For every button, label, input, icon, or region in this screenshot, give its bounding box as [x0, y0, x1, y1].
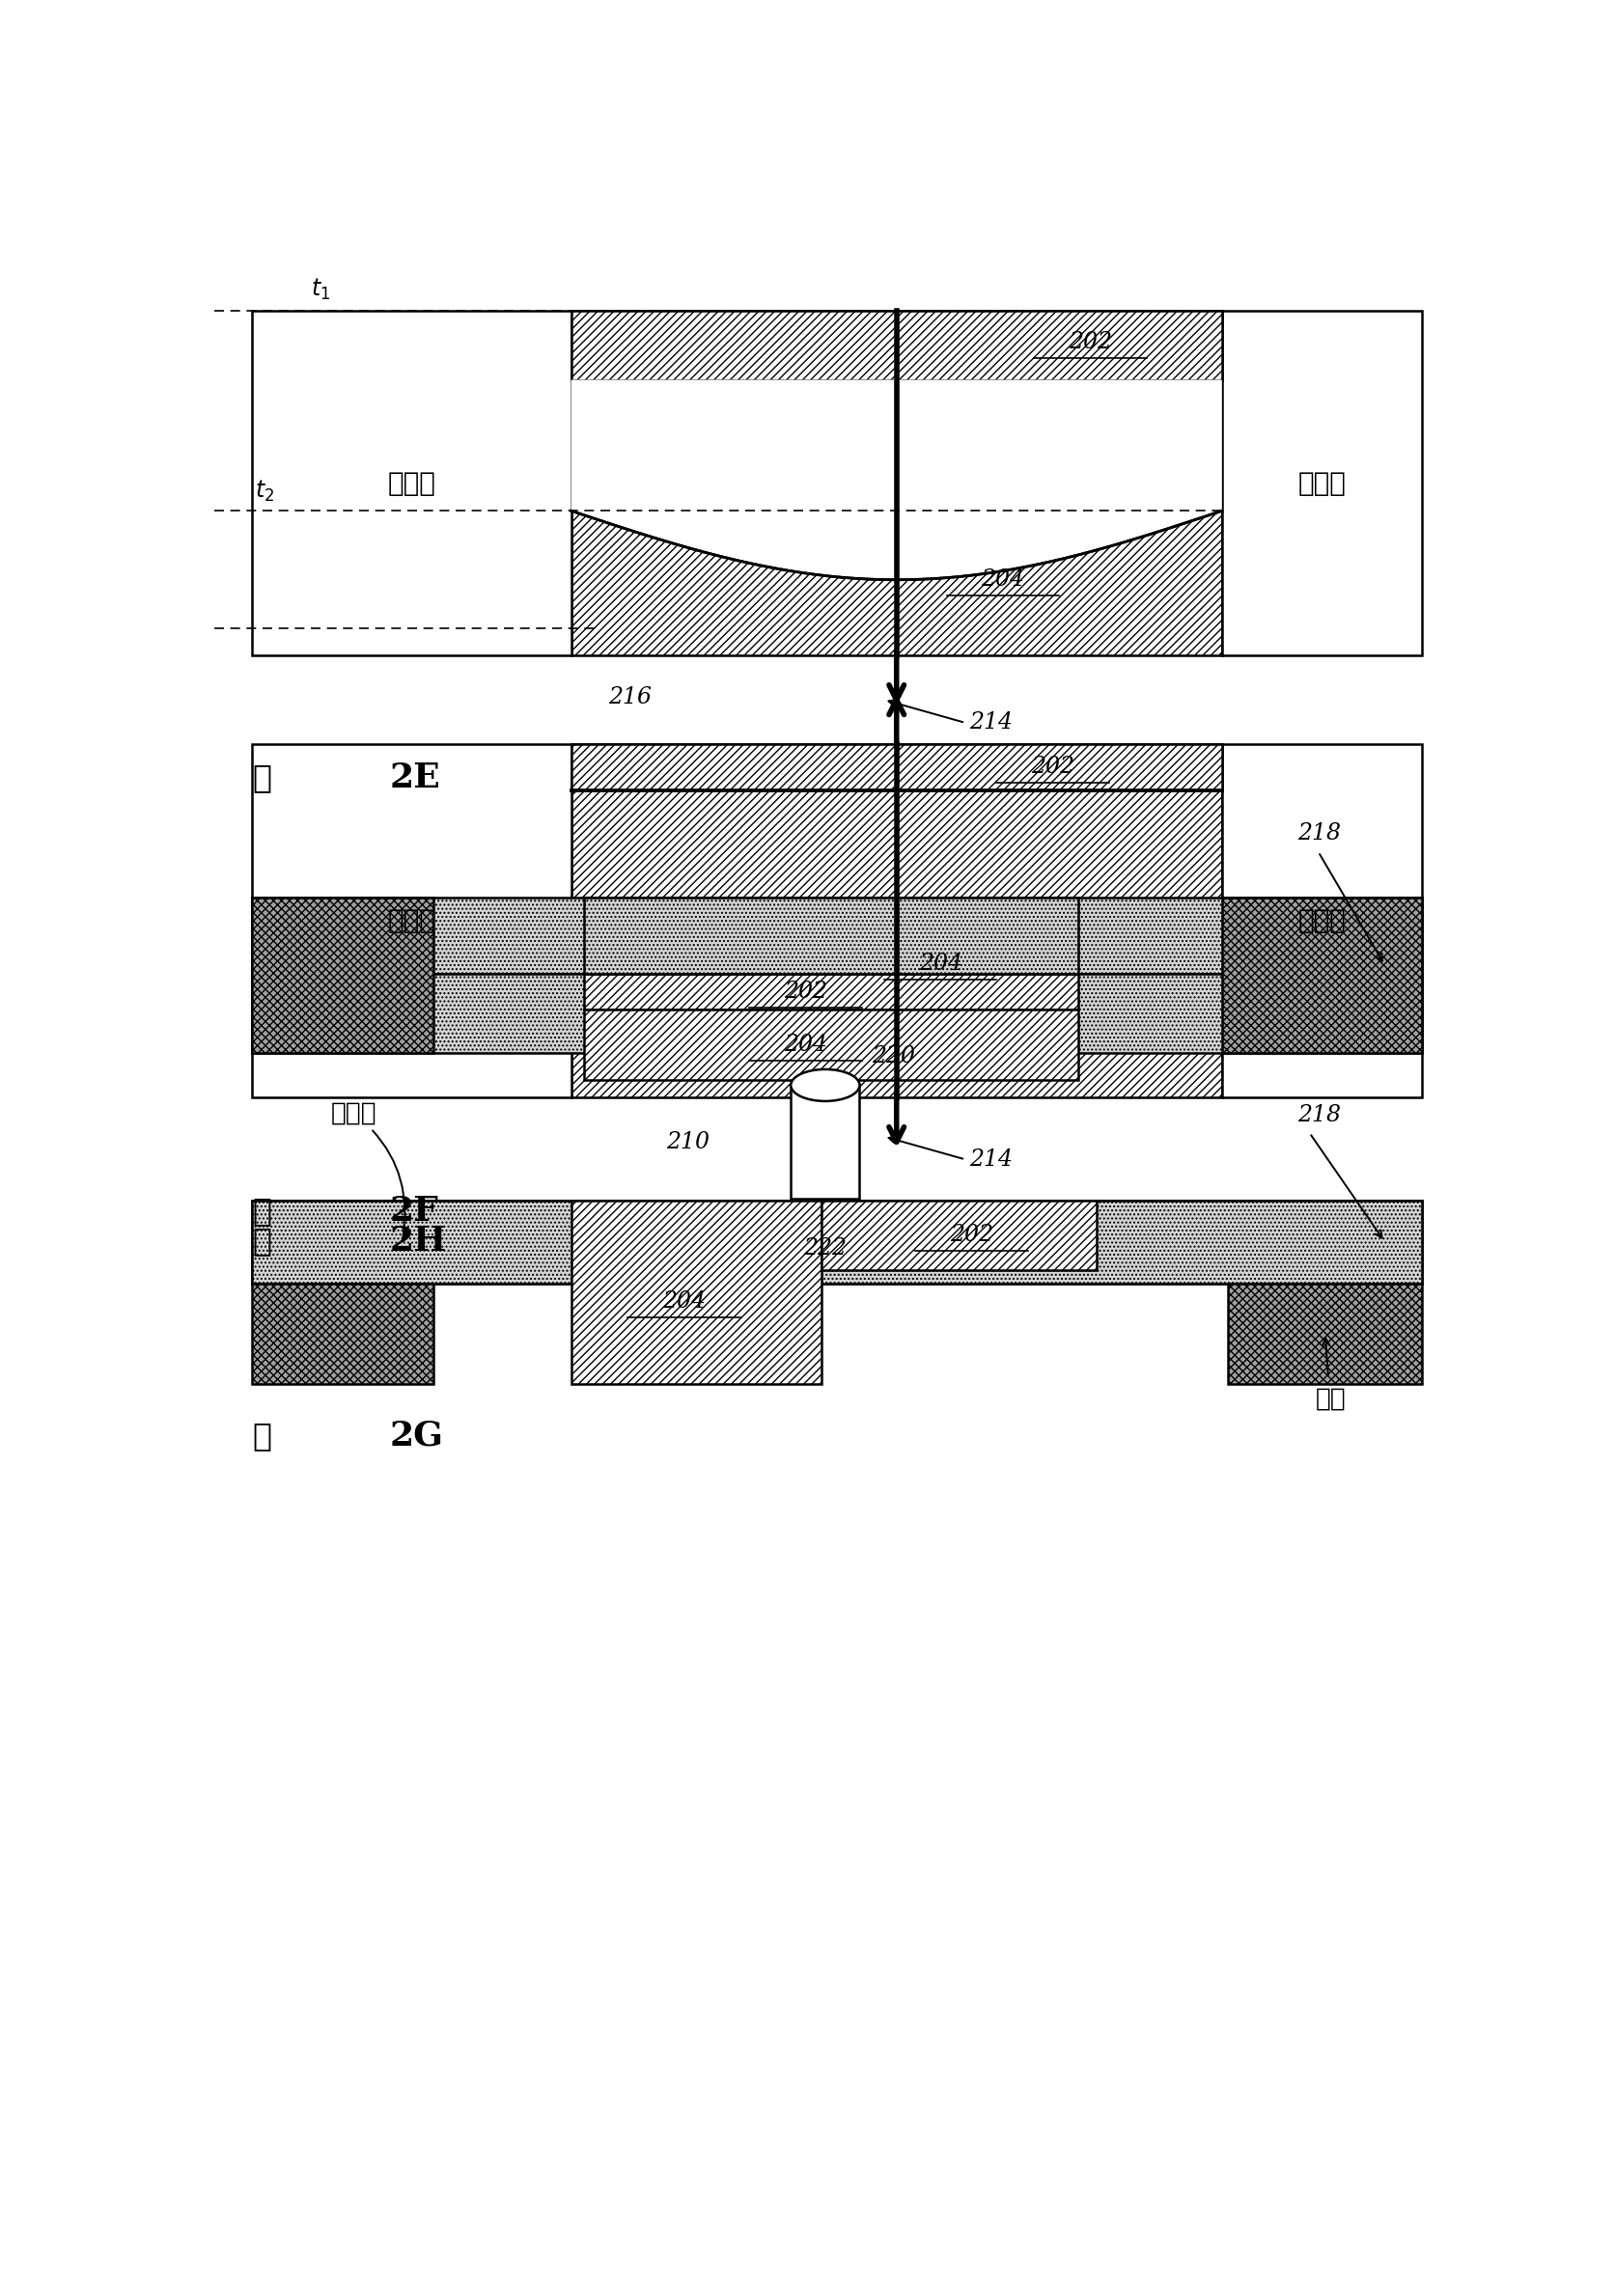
Text: 210: 210: [665, 1130, 709, 1153]
Bar: [572, 1201, 822, 1384]
Text: 2F: 2F: [389, 1194, 439, 1228]
Text: 204: 204: [662, 1290, 706, 1313]
Polygon shape: [572, 379, 1223, 581]
Bar: [583, 1010, 1077, 1079]
Bar: [1223, 310, 1423, 657]
Text: 2E: 2E: [389, 762, 441, 794]
Text: $t_1$: $t_1$: [312, 278, 331, 303]
Text: 研磨层: 研磨层: [331, 1100, 405, 1240]
Text: 2H: 2H: [389, 1224, 447, 1258]
Text: 218: 218: [1297, 822, 1340, 845]
Text: 图: 图: [252, 762, 271, 794]
Bar: [583, 974, 1077, 1010]
Text: 研磨垫: 研磨垫: [388, 907, 436, 934]
Text: 202: 202: [950, 1224, 993, 1247]
Text: 图: 图: [252, 1194, 271, 1226]
Bar: [252, 898, 1423, 974]
Bar: [583, 898, 1077, 974]
Bar: [822, 1201, 1097, 1270]
Text: 216: 216: [609, 687, 652, 709]
Bar: [252, 898, 433, 1054]
Bar: [252, 744, 572, 1097]
Ellipse shape: [791, 1070, 859, 1102]
Bar: [1223, 744, 1423, 1097]
Bar: [252, 1201, 1423, 1283]
Bar: [572, 744, 1223, 790]
Bar: [1227, 1283, 1423, 1384]
Text: 研磨垫: 研磨垫: [1298, 907, 1347, 934]
Bar: [252, 1283, 433, 1384]
Text: 204: 204: [919, 953, 963, 974]
Text: 222: 222: [804, 1238, 846, 1261]
Text: 204: 204: [783, 1033, 827, 1056]
Bar: [572, 310, 1223, 379]
Bar: [572, 744, 1223, 1097]
Text: $t_2$: $t_2$: [255, 478, 275, 503]
Text: 220: 220: [872, 1045, 916, 1068]
Text: 研磨垫: 研磨垫: [388, 471, 436, 496]
Text: 2G: 2G: [389, 1419, 444, 1451]
Text: 图: 图: [252, 1224, 271, 1256]
Text: 214: 214: [969, 1148, 1013, 1171]
Text: 202: 202: [783, 980, 827, 1003]
Text: 202: 202: [1069, 331, 1113, 354]
Bar: [791, 1086, 859, 1199]
Text: 图: 图: [252, 1419, 271, 1451]
Bar: [252, 1201, 1423, 1283]
Bar: [252, 974, 1423, 1054]
Text: 218: 218: [1297, 1104, 1340, 1125]
Text: 214: 214: [969, 712, 1013, 735]
Bar: [1223, 898, 1423, 1054]
Bar: [252, 310, 572, 657]
Text: 204: 204: [982, 569, 1024, 590]
Text: 背层: 背层: [1316, 1387, 1347, 1412]
Text: 202: 202: [1032, 755, 1074, 778]
Bar: [572, 310, 1223, 657]
Text: 研磨垫: 研磨垫: [1298, 471, 1347, 496]
